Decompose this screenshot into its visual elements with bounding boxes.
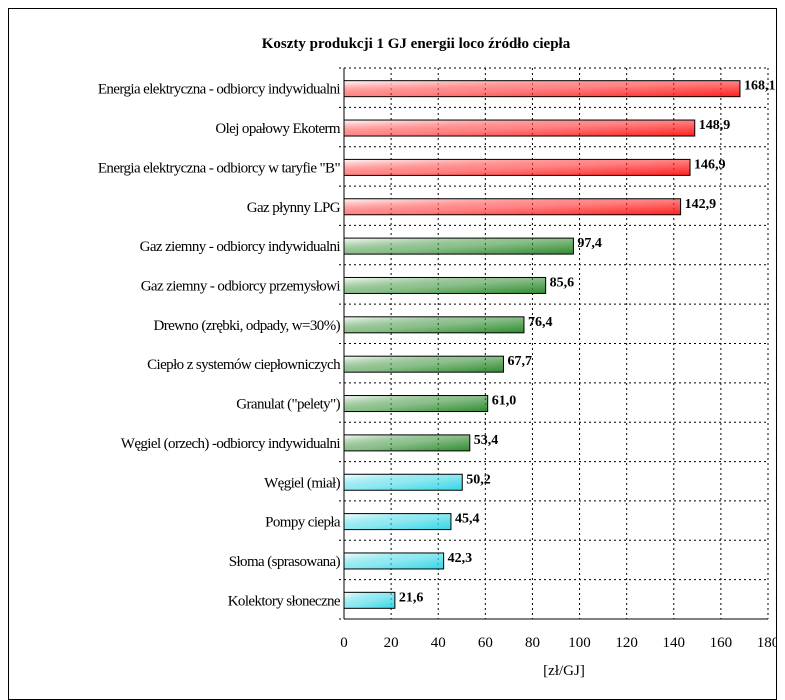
x-tick-label: 60 (478, 635, 493, 651)
category-label: Gaz płynny LPG (247, 200, 341, 216)
bar (343, 198, 682, 216)
bar (343, 237, 574, 255)
category-label: Pompy ciepła (265, 515, 341, 531)
x-tick-label: 20 (384, 635, 399, 651)
x-tick-label: 0 (340, 635, 348, 651)
category-label: Gaz ziemny - odbiorcy przemysłowi (141, 278, 341, 294)
data-label: 45,4 (455, 512, 480, 527)
bar (343, 591, 396, 609)
category-label: Granulat ("pelety") (236, 397, 340, 413)
x-tick-label: 140 (663, 635, 686, 651)
x-tick-label: 40 (431, 635, 446, 651)
data-label: 146,9 (694, 157, 726, 172)
bar (343, 80, 741, 98)
data-label: 97,4 (577, 236, 602, 251)
chart-frame: Koszty produkcji 1 GJ energii loco źródł… (8, 8, 777, 700)
data-label: 148,9 (699, 118, 731, 133)
x-axis-title: [zł/GJ] (543, 663, 585, 679)
bar (343, 473, 463, 491)
data-label: 42,3 (448, 551, 473, 566)
data-label: 21,6 (399, 590, 424, 605)
category-label: Węgiel (miał) (264, 475, 341, 491)
data-label: 142,9 (685, 197, 717, 212)
labels: 168,1 Energia elektryczna - odbiorcy indy… (98, 79, 776, 651)
bar (343, 158, 691, 176)
data-label: 85,6 (550, 275, 575, 290)
bar (343, 316, 525, 334)
x-tick-label: 100 (568, 635, 591, 651)
category-label: Węgiel (orzech) -odbiorcy indywidualni (121, 436, 341, 452)
category-label: Kolektory słoneczne (228, 593, 341, 609)
bar (343, 434, 471, 452)
bars (343, 80, 741, 609)
category-label: Energia elektryczna - odbiorcy indywidua… (98, 82, 341, 98)
category-label: Drewno (zrębki, odpady, w=30%) (153, 318, 340, 334)
chart-title: Koszty produkcji 1 GJ energii loco źródł… (262, 36, 571, 52)
bar (343, 513, 452, 531)
category-label: Słoma (sprasowana) (229, 554, 341, 570)
bar (343, 119, 696, 137)
category-label: Ciepło z systemów ciepłowniczych (147, 357, 341, 373)
x-tick-label: 180 (757, 635, 776, 651)
category-label: Energia elektryczna - odbiorcy w taryfie… (98, 160, 341, 176)
data-label: 67,7 (507, 354, 531, 369)
grid (339, 67, 769, 620)
x-tick-label: 80 (525, 635, 540, 651)
bar-chart: Koszty produkcji 1 GJ energii loco źródł… (98, 36, 776, 679)
bar (343, 395, 489, 413)
x-tick-label: 160 (710, 635, 733, 651)
category-label: Olej opałowy Ekoterm (215, 121, 341, 137)
bar (343, 355, 504, 373)
data-label: 76,4 (528, 315, 553, 330)
bar (343, 276, 547, 294)
data-label: 168,1 (744, 79, 776, 94)
category-label: Gaz ziemny - odbiorcy indywidualni (140, 239, 341, 255)
bar (343, 552, 445, 570)
data-label: 50,2 (466, 472, 491, 487)
data-label: 61,0 (492, 394, 517, 409)
data-label: 53,4 (474, 433, 499, 448)
x-tick-label: 120 (615, 635, 638, 651)
